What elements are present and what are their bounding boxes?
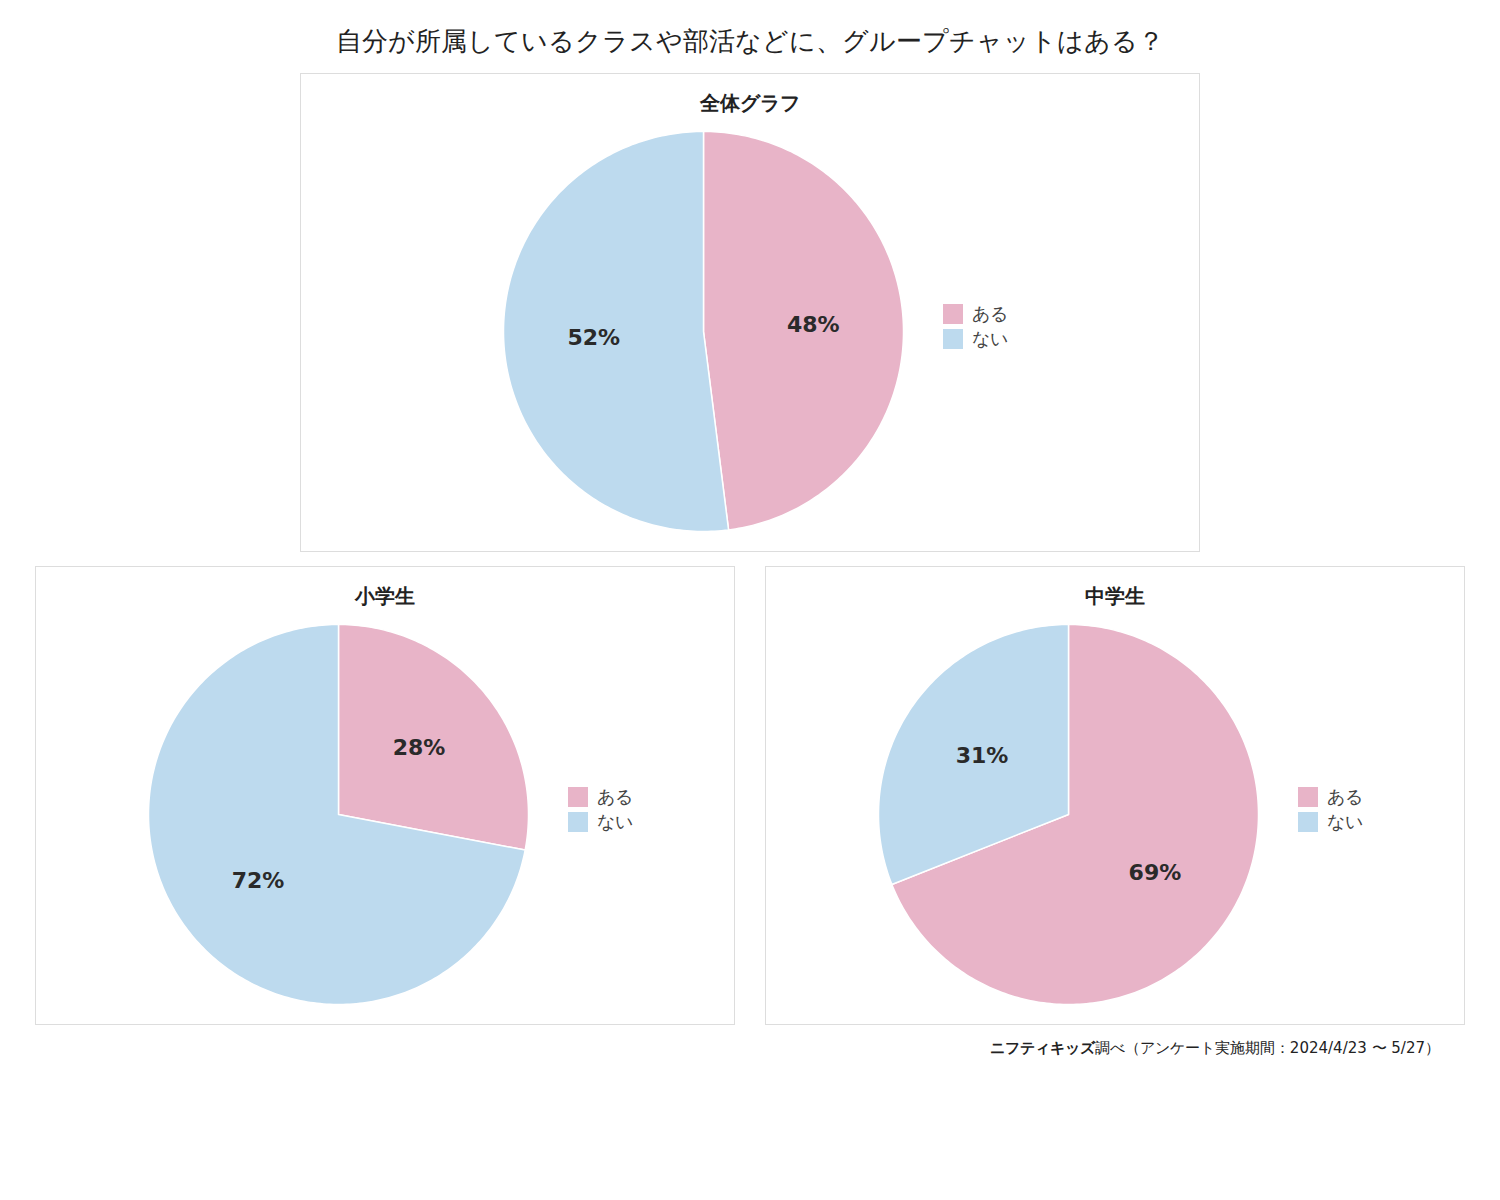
html-text:自分が所属しているクラスや部活などに、グループチャットはある: 自分が所属しているクラスや部活などに、グループチャットはある？: [336, 26, 1164, 56]
html-text:小学生: 小学生: [355, 584, 415, 608]
svg-text:72%: 72%: [231, 868, 284, 893]
html-text:ない: ない: [1326, 810, 1363, 832]
html-text:中学生: 中学生: [1085, 584, 1145, 608]
html-text:ニフティキッズ調べ（アンケート実施期間：2024/4/23: ニフティキッズ調べ（アンケート実施期間：2024/4/23 〜 5/27）: [989, 1039, 1440, 1057]
html-text:全体グラフ: 全体グラフ: [700, 91, 800, 115]
html-text:ない: ない: [596, 810, 633, 832]
svg-text:69%: 69%: [1128, 860, 1181, 885]
html-text:ない: ない: [971, 327, 1008, 349]
svg-text:31%: 31%: [955, 743, 1008, 768]
html-text:ある: ある: [1326, 785, 1363, 807]
svg-text:48%: 48%: [786, 312, 839, 337]
svg-text:52%: 52%: [567, 325, 620, 350]
svg-text:28%: 28%: [392, 735, 445, 760]
html-text:ある: ある: [971, 302, 1008, 324]
html-text:ある: ある: [596, 785, 633, 807]
